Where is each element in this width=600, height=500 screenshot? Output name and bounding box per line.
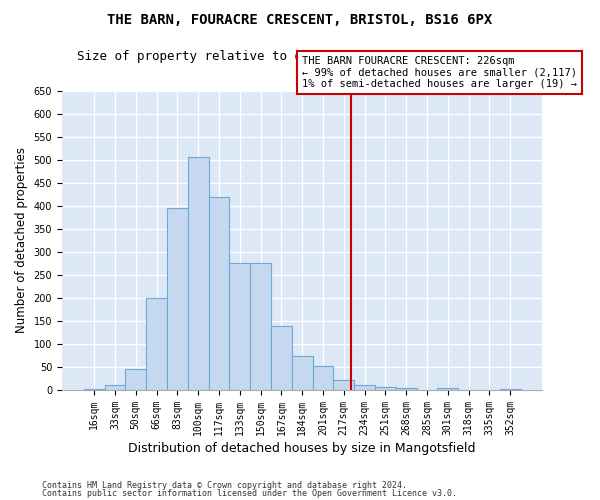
Bar — [500, 389, 521, 390]
Text: THE BARN, FOURACRE CRESCENT, BRISTOL, BS16 6PX: THE BARN, FOURACRE CRESCENT, BRISTOL, BS… — [107, 12, 493, 26]
Bar — [396, 388, 416, 390]
Bar — [292, 356, 313, 390]
Bar — [104, 386, 125, 390]
Title: Size of property relative to detached houses in Mangotsfield: Size of property relative to detached ho… — [77, 50, 527, 63]
X-axis label: Distribution of detached houses by size in Mangotsfield: Distribution of detached houses by size … — [128, 442, 476, 455]
Bar — [375, 388, 396, 390]
Bar — [334, 380, 354, 390]
Bar — [437, 388, 458, 390]
Bar — [84, 388, 104, 390]
Bar — [209, 196, 229, 390]
Bar — [250, 264, 271, 390]
Text: Contains HM Land Registry data © Crown copyright and database right 2024.: Contains HM Land Registry data © Crown c… — [42, 481, 407, 490]
Bar — [167, 208, 188, 390]
Text: Contains public sector information licensed under the Open Government Licence v3: Contains public sector information licen… — [42, 488, 457, 498]
Text: THE BARN FOURACRE CRESCENT: 226sqm
← 99% of detached houses are smaller (2,117)
: THE BARN FOURACRE CRESCENT: 226sqm ← 99%… — [302, 56, 577, 89]
Y-axis label: Number of detached properties: Number of detached properties — [15, 148, 28, 334]
Bar — [354, 386, 375, 390]
Bar — [271, 326, 292, 390]
Bar — [146, 298, 167, 390]
Bar — [188, 158, 209, 390]
Bar — [313, 366, 334, 390]
Bar — [229, 264, 250, 390]
Bar — [125, 370, 146, 390]
